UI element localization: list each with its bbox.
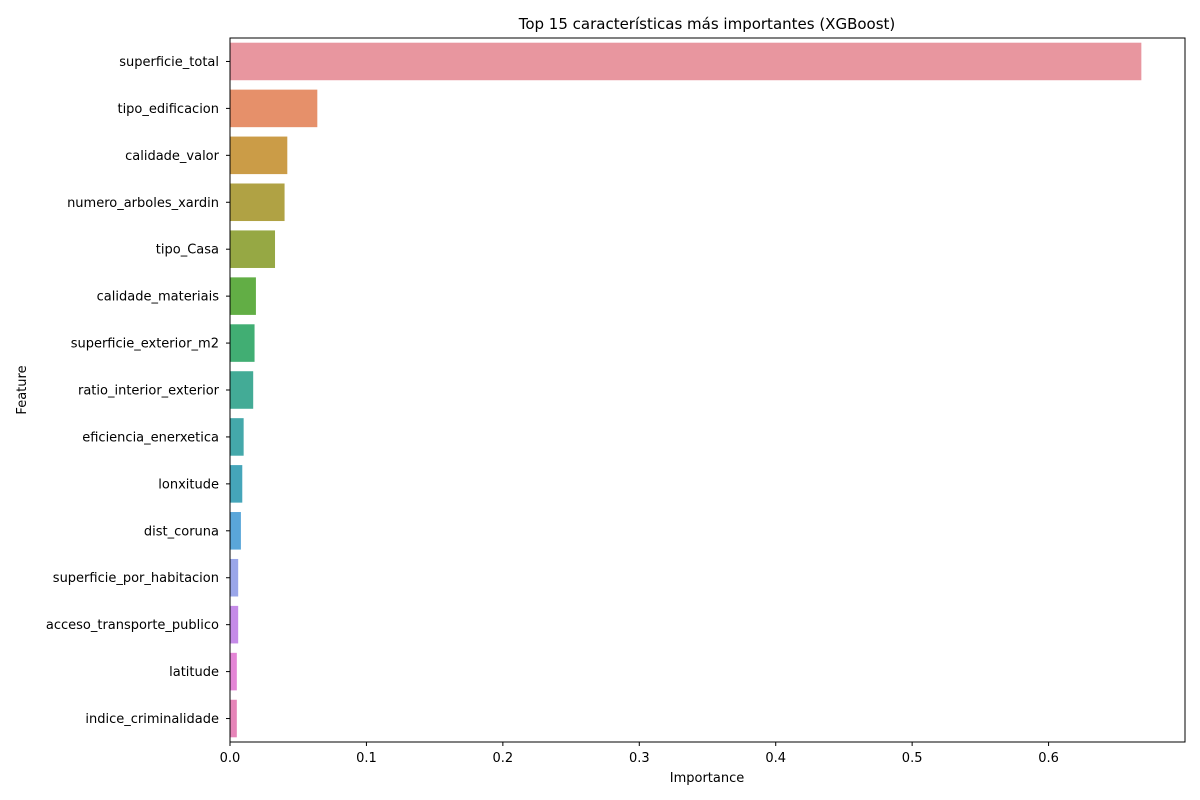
y-tick-labels: superficie_total tipo_edificacion calidade… [46,55,230,727]
y-tick-label: latitude [169,665,219,680]
y-tick-label: dist_coruna [144,524,219,539]
x-tick-label: 0.1 [356,751,377,766]
y-tick-label: numero_arboles_xardin [67,196,219,211]
y-axis-label: Feature [15,365,30,414]
y-tick-label: lonxitude [158,477,219,492]
y-tick-label: ratio_interior_exterior [78,384,220,399]
y-tick-label: superficie_exterior_m2 [71,337,219,352]
y-tick-label: tipo_Casa [156,243,219,258]
bars-group [230,42,1142,738]
bar-dist-coruna [230,512,241,550]
bar-calidade-valor [230,136,288,175]
x-tick-label: 0.3 [629,751,650,766]
bar-superficie-por-habitacion [230,558,239,597]
x-tick-label: 0.5 [902,751,923,766]
x-axis-label: Importance [670,771,745,786]
x-tick-label: 0.2 [493,751,514,766]
bar-calidade-materiais [230,277,256,315]
bar-tipo-edificacion [230,89,318,128]
bar-ratio-interior-exterior [230,371,254,409]
y-tick-label: tipo_edificacion [117,102,219,117]
x-tick-label: 0.0 [220,751,241,766]
y-tick-label: superficie_total [119,55,219,70]
chart-title: Top 15 características más importantes (… [518,15,896,33]
bar-numero-arboles-xardin [230,183,285,222]
bar-lonxitude [230,465,243,503]
plot-frame [229,37,1186,743]
y-tick-label: calidade_materiais [97,290,220,305]
y-tick-label: calidade_valor [125,149,220,164]
y-tick-label: acceso_transporte_publico [46,618,219,633]
y-tick-label: superficie_por_habitacion [53,571,219,586]
bar-eficiencia-enerxetica [230,418,244,456]
y-tick-label: eficiencia_enerxetica [82,430,219,445]
bar-acceso-transporte-publico [230,605,239,644]
bar-tipo-casa [230,230,276,268]
bar-latitude [230,652,237,691]
bar-superficie-exterior-m2 [230,324,255,362]
x-tick-label: 0.6 [1038,751,1059,766]
y-tick-label: indice_criminalidade [85,712,219,727]
bar-indice-criminalidade [230,699,237,738]
x-tick-label: 0.4 [765,751,786,766]
bar-superficie-total [230,42,1142,81]
x-ticks: 0.0 0.1 0.2 0.3 0.4 0.5 0.6 [220,742,1059,766]
